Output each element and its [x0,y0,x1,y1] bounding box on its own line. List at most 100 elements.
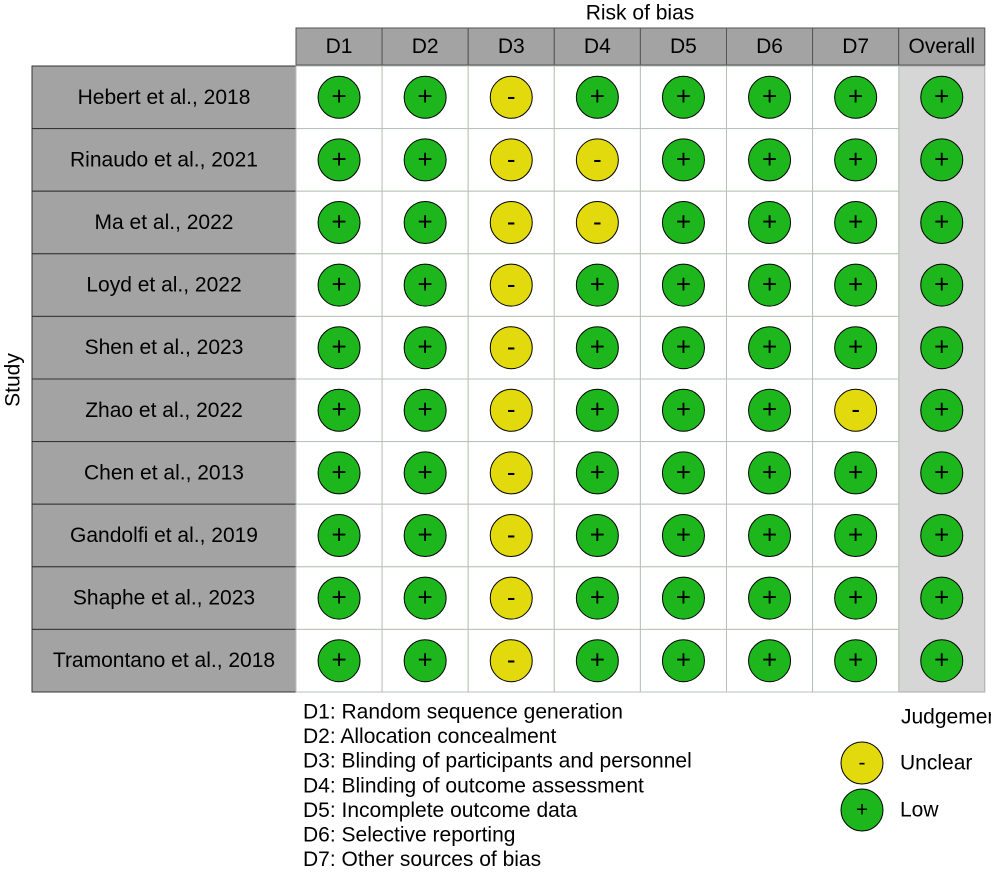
judgement-symbol: + [762,582,777,612]
judgement-symbol: + [762,332,777,362]
study-cell [31,315,297,380]
domain-description: D2: Allocation concealment [303,725,556,748]
title: Risk of bias [586,2,695,25]
judgement-circle [748,326,792,370]
judgement-symbol: - [507,457,516,487]
judgement-symbol: + [331,206,346,236]
judgement-symbol: + [676,269,691,299]
judgement-symbol: + [418,457,433,487]
judgement-circle [748,138,792,182]
judgement-symbol: + [762,269,777,299]
domain-description: D1: Random sequence generation [303,701,623,724]
judgement-symbol: + [676,144,691,174]
judgement-circle [403,576,447,620]
judgement-circle [748,263,792,307]
judgement-circle [920,326,964,370]
judgement-circle [834,326,878,370]
row-axis-label: Study [2,353,25,407]
legend-symbol: - [859,752,866,775]
judgement-circle [661,388,705,432]
judgement-symbol: - [507,144,516,174]
judgement-symbol: + [934,206,949,236]
column-header-cell [467,27,555,66]
judgement-circle [317,138,361,182]
judgement-symbol: + [331,519,346,549]
study-label: Tramontano et al., 2018 [53,649,275,672]
judgement-circle [317,263,361,307]
column-header: D5 [670,35,697,58]
column-header: D4 [584,35,611,58]
judgement-symbol: + [848,519,863,549]
judgement-symbol: + [848,332,863,362]
judgement-symbol: + [590,332,605,362]
judgement-circle [317,201,361,244]
legend-label: Low [900,799,939,822]
judgement-symbol: - [507,394,516,424]
judgement-symbol: - [507,582,516,612]
domain-description: D3: Blinding of participants and personn… [303,750,692,773]
judgement-symbol: + [676,394,691,424]
judgement-symbol: + [934,519,949,549]
study-cell [31,190,297,255]
judgement-symbol: + [934,81,949,111]
domain-description: D7: Other sources of bias [303,848,541,871]
judgement-circle [920,75,964,119]
judgement-symbol: - [507,645,516,675]
judgement-symbol: + [590,269,605,299]
judgement-symbol: + [418,645,433,675]
judgement-symbol: - [507,519,516,549]
column-header-cell [295,27,383,66]
domain-description: D6: Selective reporting [303,824,515,847]
judgement-circle [575,451,619,495]
judgement-circle [748,201,792,244]
study-cell [31,566,297,630]
judgement-symbol: + [762,144,777,174]
judgement-circle [661,201,705,244]
judgement-symbol: + [848,269,863,299]
judgement-symbol: + [331,81,346,111]
study-label: Ma et al., 2022 [95,211,234,234]
judgement-symbol: + [418,144,433,174]
domain-description: D5: Incomplete outcome data [303,799,578,822]
judgement-circle [834,201,878,244]
judgement-circle [489,451,533,495]
judgement-circle [489,75,533,119]
legend-label: Unclear [900,752,972,775]
judgement-circle [317,639,361,683]
judgement-circle [575,326,619,370]
judgement-symbol: + [762,519,777,549]
judgement-symbol: + [676,332,691,362]
judgement-symbol: + [331,394,346,424]
study-cell [31,628,297,693]
judgement-symbol: + [934,582,949,612]
judgement-symbol: + [331,645,346,675]
judgement-circle [317,576,361,620]
judgement-symbol: + [331,269,346,299]
judgement-circle [920,263,964,307]
judgement-circle [575,639,619,683]
judgement-symbol: + [676,206,691,236]
judgement-circle [661,514,705,557]
judgement-symbol: + [762,457,777,487]
judgement-circle [317,75,361,119]
judgement-circle [317,514,361,557]
judgement-circle [575,388,619,432]
study-cell [31,378,297,443]
judgement-symbol: + [590,645,605,675]
judgement-circle [661,576,705,620]
judgement-symbol: + [331,144,346,174]
judgement-symbol: + [590,457,605,487]
judgement-circle [748,451,792,495]
judgement-circle [403,388,447,432]
judgement-circle [489,326,533,370]
judgement-circle [489,514,533,557]
judgement-symbol: - [851,394,860,424]
domain-description: D4: Blinding of outcome assessment [303,774,644,797]
judgement-circle [920,514,964,557]
judgement-circle [489,388,533,432]
study-cell [31,253,297,317]
judgement-symbol: + [418,269,433,299]
judgement-symbol: + [331,457,346,487]
judgement-circle [661,138,705,182]
